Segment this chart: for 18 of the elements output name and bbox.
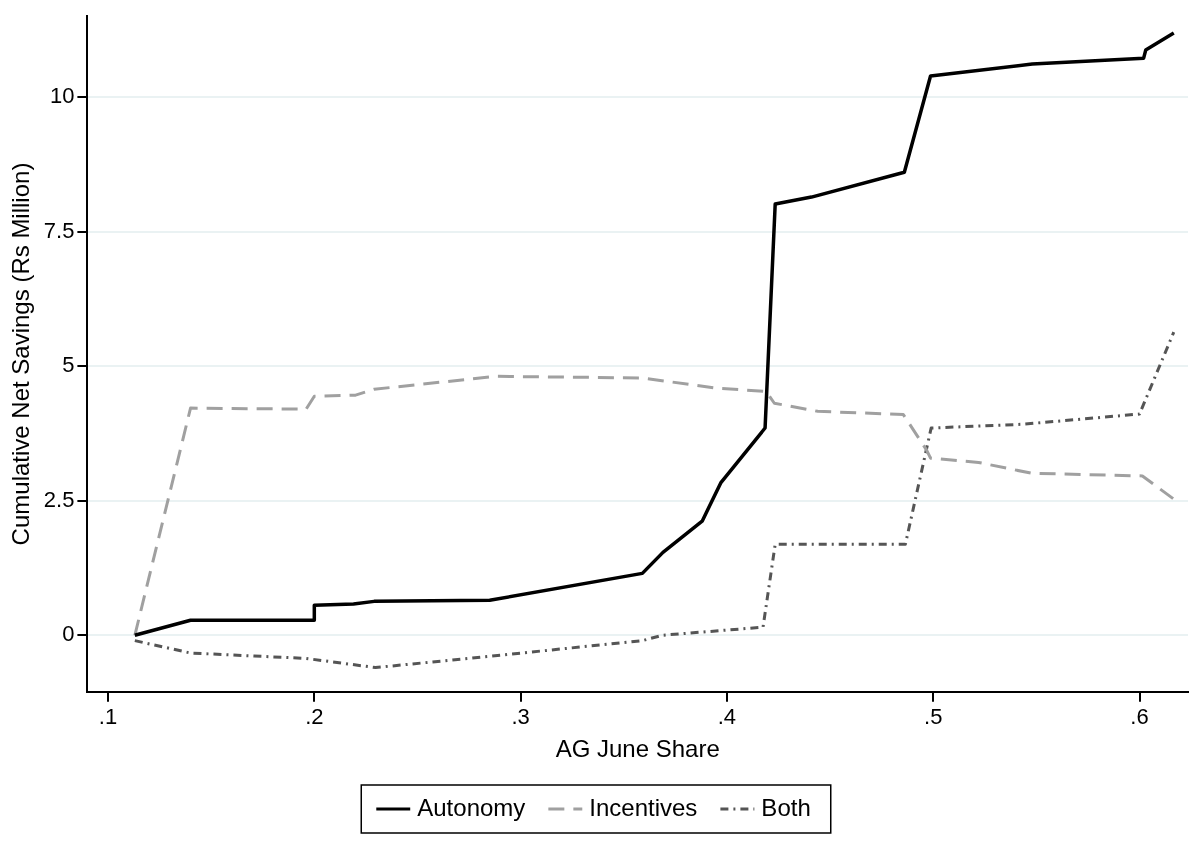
- x-tick-label: .1: [98, 704, 118, 730]
- x-tick-label: .5: [924, 704, 943, 730]
- line-series: [133, 374, 1176, 637]
- y-tick-label: 7.5: [43, 217, 75, 243]
- x-tick-label: .6: [1130, 704, 1149, 730]
- y-axis-title: Cumulative Net Savings (Rs Million): [7, 162, 35, 546]
- y-tick-label: 10: [49, 83, 75, 109]
- x-tick-label: .2: [305, 704, 324, 730]
- legend-label: Both: [761, 793, 811, 821]
- y-tick-label: 5: [62, 352, 75, 378]
- x-tick-label: .3: [511, 704, 530, 730]
- legend-label: Autonomy: [417, 793, 526, 821]
- x-axis-title: AG June Share: [555, 735, 720, 763]
- legend-label: Incentives: [589, 793, 698, 821]
- y-tick-label: 2.5: [43, 486, 75, 512]
- y-tick-label: 0: [62, 621, 75, 647]
- x-tick-label: .4: [717, 704, 737, 730]
- line-series: [133, 330, 1176, 670]
